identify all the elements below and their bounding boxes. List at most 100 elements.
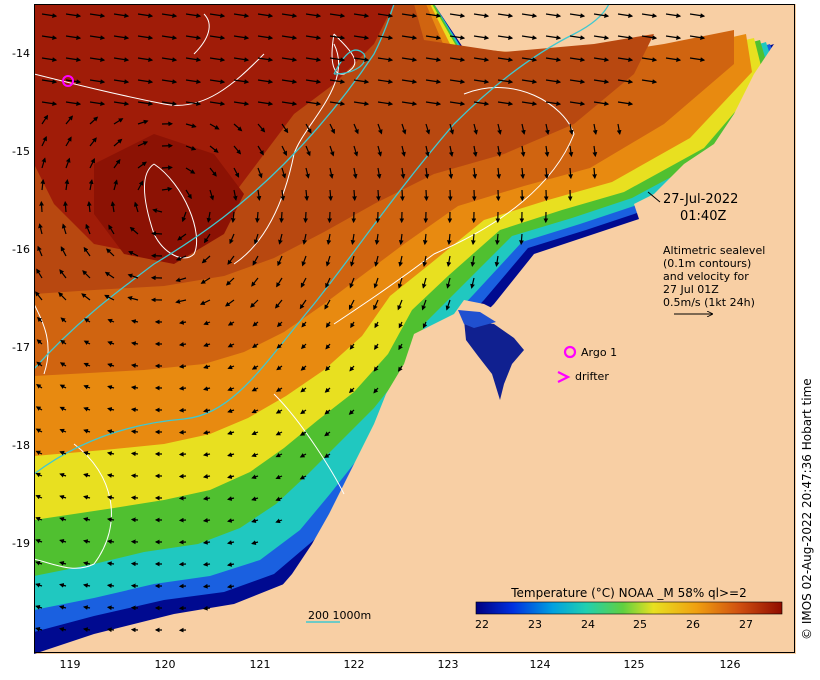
velocity-arrow — [376, 167, 382, 179]
velocity-arrow — [448, 167, 454, 180]
velocity-arrow — [329, 57, 346, 62]
colorbar-title: Temperature (°C) NOAA _M 58% ql>=2 — [511, 586, 747, 600]
velocity-arrow — [275, 496, 283, 502]
velocity-arrow — [275, 387, 283, 392]
legend-line: Altimetric sealevel — [663, 244, 766, 257]
velocity-arrow — [324, 387, 331, 393]
velocity-arrow — [113, 138, 123, 147]
velocity-arrow — [113, 179, 118, 191]
velocity-arrow — [185, 79, 202, 84]
velocity-arrow — [202, 583, 211, 589]
velocity-arrow — [398, 233, 404, 246]
velocity-arrow — [232, 189, 238, 201]
velocity-arrow — [374, 255, 379, 267]
velocity-arrow — [41, 79, 58, 84]
argo-marker-small — [62, 75, 74, 87]
velocity-arrow — [129, 226, 139, 235]
x-tick-label: 126 — [719, 658, 741, 671]
time-label: 01:40Z — [680, 209, 727, 224]
velocity-arrow — [38, 223, 43, 235]
colorbar — [475, 601, 783, 615]
velocity-arrow — [203, 233, 211, 244]
velocity-arrow — [209, 79, 226, 84]
velocity-arrow — [251, 277, 259, 287]
velocity-arrow — [401, 57, 418, 62]
velocity-arrow — [281, 79, 298, 84]
velocity-arrow — [275, 430, 283, 436]
velocity-arrow — [329, 123, 335, 135]
velocity-arrow — [59, 384, 67, 390]
velocity-arrow — [251, 365, 259, 370]
velocity-arrow — [257, 57, 274, 62]
velocity-arrow — [253, 233, 259, 245]
velocity-arrow — [325, 255, 331, 267]
velocity-arrow — [304, 189, 310, 202]
velocity-arrow — [181, 211, 187, 223]
velocity-arrow — [233, 167, 240, 178]
velocity-arrow — [89, 57, 106, 62]
velocity-arrow — [325, 277, 331, 289]
velocity-arrow — [185, 189, 192, 200]
velocity-arrow — [449, 79, 466, 84]
x-tick-label: 125 — [623, 658, 645, 671]
velocity-arrow — [130, 429, 139, 435]
velocity-arrow — [255, 211, 260, 224]
y-tick-label: -15 — [12, 145, 30, 158]
velocity-arrow — [305, 145, 311, 157]
velocity-arrow — [36, 384, 43, 389]
velocity-arrow — [233, 57, 250, 62]
velocity-arrow — [329, 145, 335, 157]
velocity-arrow — [35, 516, 43, 522]
velocity-arrow — [377, 35, 394, 40]
velocity-arrow — [35, 472, 43, 478]
velocity-arrow — [63, 200, 68, 213]
velocity-arrow — [161, 165, 173, 171]
velocity-arrow — [233, 145, 242, 155]
legend-line: and velocity for — [663, 270, 749, 283]
velocity-arrow — [82, 270, 91, 279]
velocity-arrow — [41, 114, 49, 125]
velocity-arrow — [449, 101, 466, 106]
velocity-arrow — [256, 189, 262, 201]
velocity-arrow — [175, 277, 187, 283]
velocity-arrow — [178, 341, 187, 347]
velocity-arrow — [348, 409, 355, 415]
velocity-arrow — [178, 320, 187, 325]
velocity-arrow — [185, 123, 197, 128]
velocity-arrow — [202, 430, 211, 435]
velocity-arrow — [398, 343, 403, 351]
velocity-arrow — [233, 101, 250, 106]
velocity-arrow — [617, 35, 634, 40]
velocity-arrow — [65, 13, 82, 18]
velocity-arrow — [137, 13, 154, 18]
velocity-arrow — [203, 408, 211, 413]
velocity-arrow — [89, 137, 97, 147]
velocity-arrow — [161, 13, 178, 18]
velocity-arrow — [544, 167, 549, 180]
velocity-arrow — [305, 123, 312, 134]
velocity-arrow — [106, 473, 115, 478]
velocity-arrow — [305, 13, 322, 18]
velocity-arrow — [137, 141, 149, 147]
depth-contours-label: 200 1000m — [308, 609, 372, 622]
velocity-arrow — [206, 211, 212, 223]
velocity-arrow — [82, 561, 91, 566]
velocity-arrow — [324, 409, 331, 415]
x-tick-label: 121 — [249, 658, 271, 671]
colorbar-tick: 23 — [528, 618, 542, 631]
velocity-arrow — [377, 13, 394, 18]
velocity-arrow — [425, 35, 442, 40]
velocity-arrow — [592, 167, 597, 180]
velocity-arrow — [353, 145, 359, 157]
velocity-arrow — [568, 167, 573, 180]
velocity-arrow — [161, 57, 178, 62]
velocity-arrow — [83, 406, 91, 412]
velocity-arrow — [113, 159, 121, 169]
velocity-arrow — [225, 299, 235, 307]
velocity-arrow — [401, 101, 418, 106]
velocity-arrow — [399, 189, 405, 202]
velocity-arrow — [227, 452, 235, 457]
velocity-arrow — [133, 201, 139, 213]
velocity-arrow — [178, 385, 187, 391]
velocity-arrow — [251, 386, 259, 392]
